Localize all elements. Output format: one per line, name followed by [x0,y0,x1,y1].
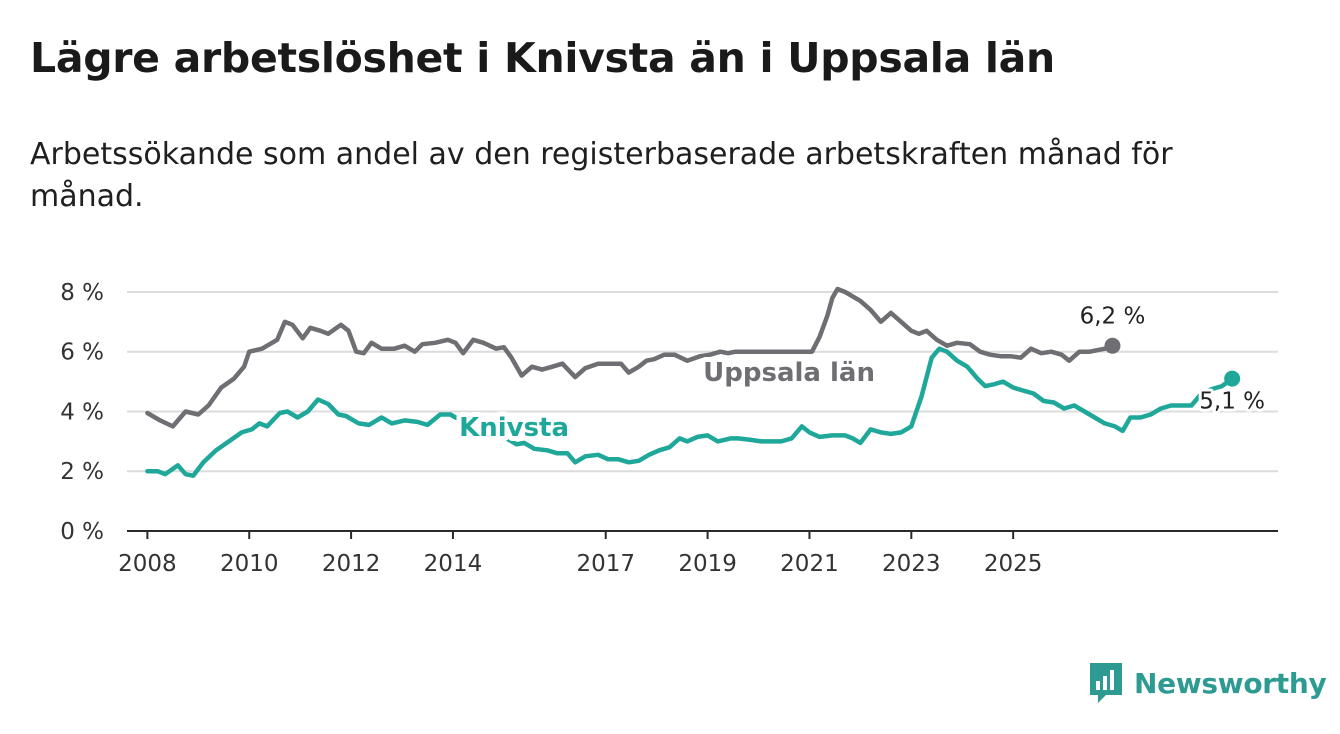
brand-name: Newsworthy [1134,666,1327,700]
chart-title: Lägre arbetslöshet i Knivsta än i Uppsal… [30,34,1055,82]
series-line-knivsta [145,346,1235,478]
x-tick-label: 2008 [118,551,177,577]
x-tick-label: 2017 [576,551,635,577]
y-tick-label: 8 % [60,280,104,306]
y-tick-label: 0 % [60,519,104,545]
x-tick-label: 2025 [984,551,1043,577]
y-tick-label: 4 % [60,399,104,425]
series-end-point-uppsala-län [1104,337,1121,354]
series-line-uppsala-län [145,286,1115,429]
y-tick-label: 2 % [60,459,104,485]
bar-chart-logo-icon [1090,663,1122,703]
x-tick-label: 2014 [424,551,483,577]
y-tick-label: 6 % [60,340,104,366]
end-value-label-knivsta: 5,1 % [1199,389,1265,415]
x-tick-label: 2023 [882,551,941,577]
x-tick-label: 2010 [220,551,279,577]
x-tick-label: 2012 [322,551,381,577]
x-tick-label: 2021 [780,551,839,577]
series-name-label-uppsala-län: Uppsala län [703,358,875,388]
end-value-label-uppsala-län: 6,2 % [1080,304,1146,330]
chart-subtitle: Arbetssökande som andel av den registerb… [30,137,1173,214]
x-tick-label: 2019 [678,551,737,577]
series-end-point-knivsta [1224,370,1241,387]
series-name-label-knivsta: Knivsta [459,413,569,443]
brand-logo: Newsworthy [1088,660,1327,706]
